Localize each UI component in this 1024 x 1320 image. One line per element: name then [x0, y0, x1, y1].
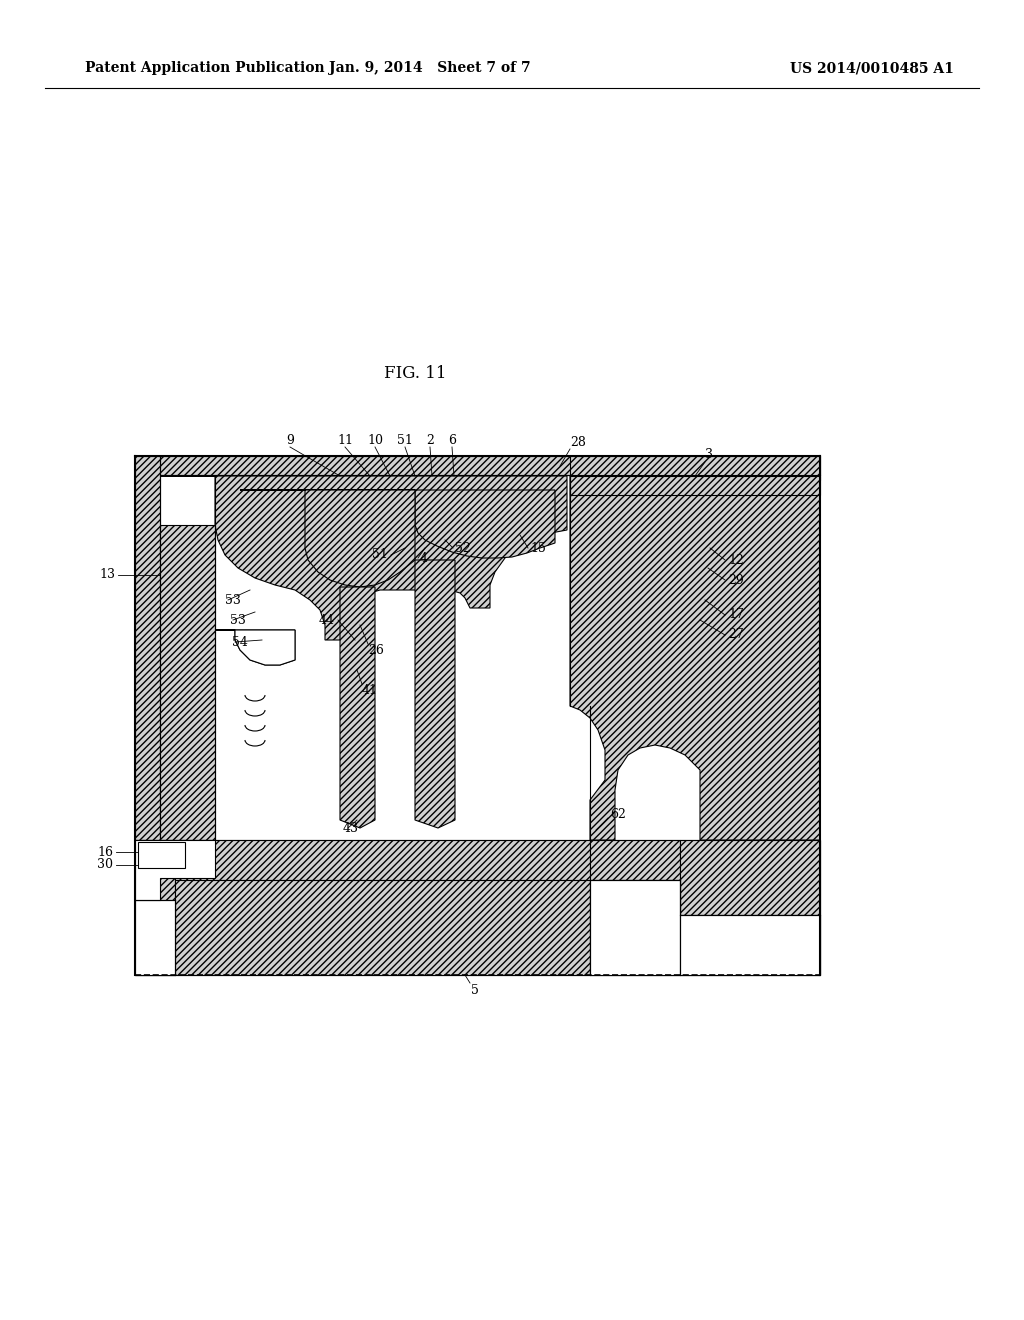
Text: 41: 41 — [362, 684, 378, 697]
Text: 28: 28 — [570, 436, 586, 449]
Polygon shape — [590, 840, 680, 880]
Text: 2: 2 — [426, 433, 434, 446]
Text: Jan. 9, 2014   Sheet 7 of 7: Jan. 9, 2014 Sheet 7 of 7 — [329, 61, 530, 75]
Text: 51: 51 — [397, 433, 413, 446]
Polygon shape — [590, 880, 680, 975]
Text: 51: 51 — [372, 549, 388, 561]
Polygon shape — [138, 842, 185, 869]
Text: 9: 9 — [286, 433, 294, 446]
Text: 4: 4 — [420, 552, 428, 565]
Text: 30: 30 — [97, 858, 113, 871]
Polygon shape — [340, 587, 375, 828]
Text: 3: 3 — [705, 449, 713, 462]
Text: 17: 17 — [728, 609, 743, 622]
Text: 29: 29 — [728, 573, 743, 586]
Text: 62: 62 — [610, 808, 626, 821]
Polygon shape — [135, 455, 820, 475]
Text: 12: 12 — [728, 553, 743, 566]
Polygon shape — [570, 455, 820, 480]
Polygon shape — [680, 915, 820, 975]
Polygon shape — [680, 840, 820, 915]
Polygon shape — [240, 490, 555, 558]
Text: 16: 16 — [97, 846, 113, 858]
Text: 53: 53 — [225, 594, 241, 606]
Polygon shape — [680, 915, 820, 975]
Polygon shape — [570, 477, 820, 495]
Polygon shape — [160, 477, 567, 640]
Polygon shape — [590, 880, 680, 975]
Polygon shape — [135, 840, 160, 909]
Text: 53: 53 — [230, 614, 246, 627]
Text: FIG. 11: FIG. 11 — [384, 364, 446, 381]
Polygon shape — [160, 525, 215, 840]
Polygon shape — [135, 840, 820, 975]
Polygon shape — [240, 490, 415, 587]
Text: 44: 44 — [319, 614, 335, 627]
Text: 6: 6 — [449, 433, 456, 446]
Polygon shape — [135, 900, 175, 975]
Text: 13: 13 — [99, 569, 115, 582]
Polygon shape — [135, 900, 175, 975]
Polygon shape — [175, 880, 590, 975]
Text: 5: 5 — [471, 983, 479, 997]
Text: 27: 27 — [728, 628, 743, 642]
Text: 11: 11 — [337, 433, 353, 446]
Text: 43: 43 — [343, 821, 359, 834]
Polygon shape — [215, 630, 295, 665]
Text: 10: 10 — [367, 433, 383, 446]
Text: 52: 52 — [455, 541, 471, 554]
Polygon shape — [135, 840, 175, 975]
Text: Patent Application Publication: Patent Application Publication — [85, 61, 325, 75]
Polygon shape — [175, 840, 590, 880]
Polygon shape — [570, 477, 820, 840]
Polygon shape — [234, 630, 295, 665]
Text: US 2014/0010485 A1: US 2014/0010485 A1 — [790, 61, 954, 75]
Text: 26: 26 — [368, 644, 384, 656]
Polygon shape — [415, 560, 455, 828]
Polygon shape — [135, 840, 215, 900]
Text: 54: 54 — [232, 635, 248, 648]
Polygon shape — [135, 455, 160, 900]
Text: 15: 15 — [530, 541, 546, 554]
